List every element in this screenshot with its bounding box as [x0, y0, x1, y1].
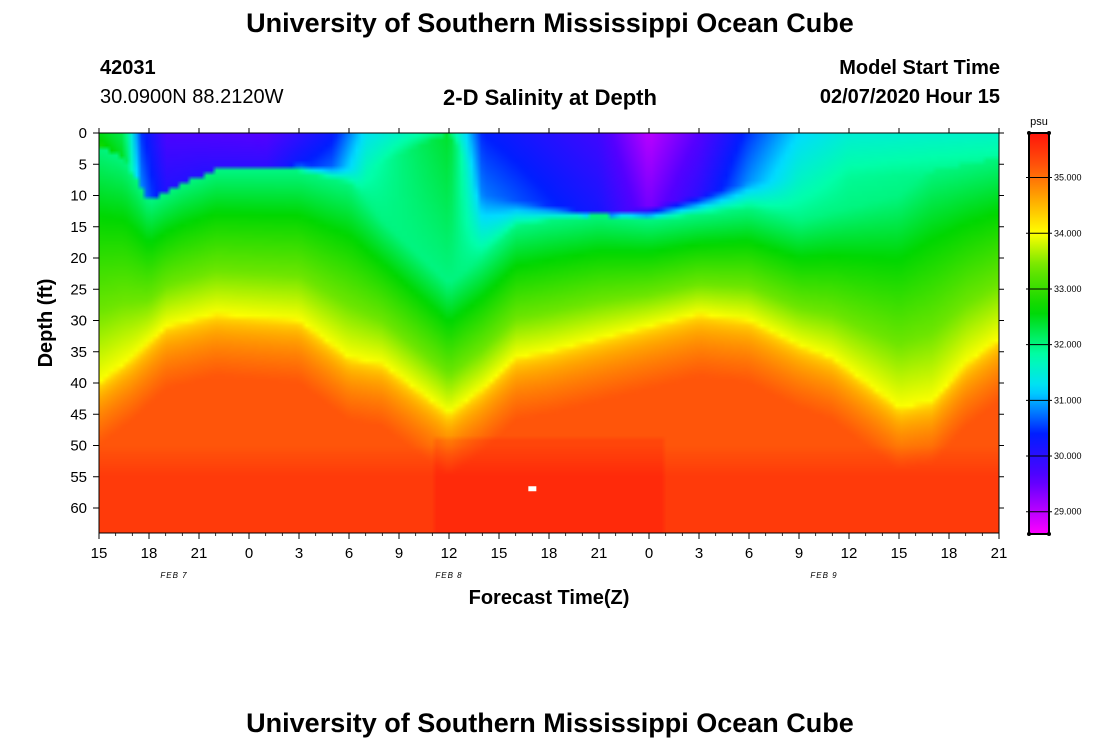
- date-label: FEB 8: [435, 571, 462, 580]
- y-tick-label: 45: [70, 406, 87, 423]
- x-tick-label: 18: [941, 545, 958, 562]
- chart-title-top: University of Southern Mississippi Ocean…: [246, 8, 854, 38]
- model-start-label: Model Start Time: [839, 57, 1000, 79]
- colorbar-unit: psu: [1030, 116, 1048, 128]
- x-tick-label: 3: [295, 545, 303, 562]
- y-tick-label: 0: [79, 125, 87, 142]
- x-tick-label: 12: [841, 545, 858, 562]
- station-id: 42031: [100, 57, 156, 79]
- x-tick-label: 21: [991, 545, 1008, 562]
- x-tick-label: 0: [645, 545, 653, 562]
- position-marker: [528, 486, 537, 492]
- plot-frame: [98, 132, 1000, 534]
- y-tick-label: 50: [70, 438, 87, 455]
- chart-title-bottom: University of Southern Mississippi Ocean…: [246, 708, 854, 738]
- y-axis-label: Depth (ft): [35, 279, 57, 368]
- y-tick-label: 20: [70, 250, 87, 267]
- colorbar-corner: [1047, 131, 1051, 135]
- y-tick-label: 5: [79, 156, 87, 173]
- x-tick-label: 15: [891, 545, 908, 562]
- x-tick-label: 3: [695, 545, 703, 562]
- colorbar-tick-label: 32.000: [1054, 340, 1082, 350]
- x-tick-label: 9: [395, 545, 403, 562]
- x-tick-label: 21: [191, 545, 208, 562]
- colorbar-tick-label: 34.000: [1054, 228, 1082, 238]
- colorbar: [1028, 132, 1050, 535]
- y-tick-label: 15: [70, 219, 87, 236]
- x-tick-label: 21: [591, 545, 608, 562]
- plot-title: 2-D Salinity at Depth: [443, 85, 657, 110]
- y-tick-label: 30: [70, 313, 87, 330]
- y-tick-label: 40: [70, 375, 87, 392]
- model-start-time: 02/07/2020 Hour 15: [819, 86, 1000, 108]
- date-label: FEB 7: [160, 571, 187, 580]
- salinity-heatmap: [99, 133, 999, 533]
- y-tick-label: 25: [70, 281, 87, 298]
- x-tick-label: 12: [441, 545, 458, 562]
- y-tick-label: 10: [70, 188, 87, 205]
- y-tick-label: 60: [70, 500, 87, 517]
- colorbar-tick-label: 30.000: [1054, 451, 1082, 461]
- x-tick-label: 18: [541, 545, 558, 562]
- colorbar-tick-label: 29.000: [1054, 507, 1082, 517]
- colorbar-corner: [1027, 131, 1031, 135]
- colorbar-tick-label: 31.000: [1054, 395, 1082, 405]
- x-tick-label: 18: [141, 545, 158, 562]
- colorbar-corner: [1047, 532, 1051, 536]
- x-tick-label: 9: [795, 545, 803, 562]
- colorbar-tick-label: 35.000: [1054, 173, 1082, 183]
- x-tick-label: 6: [345, 545, 353, 562]
- date-label: FEB 9: [810, 571, 837, 580]
- x-axis-label: Forecast Time(Z): [469, 587, 630, 609]
- x-tick-label: 0: [245, 545, 253, 562]
- colorbar-corner: [1027, 532, 1031, 536]
- y-tick-label: 35: [70, 344, 87, 361]
- x-tick-label: 15: [91, 545, 108, 562]
- x-tick-label: 15: [491, 545, 508, 562]
- y-tick-label: 55: [70, 469, 87, 486]
- colorbar-tick-label: 33.000: [1054, 284, 1082, 294]
- station-coords: 30.0900N 88.2120W: [100, 86, 284, 108]
- x-tick-label: 6: [745, 545, 753, 562]
